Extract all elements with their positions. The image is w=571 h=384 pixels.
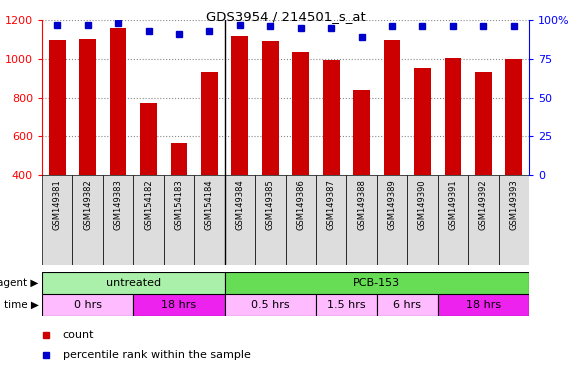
Bar [377, 175, 407, 265]
Text: 18 hrs: 18 hrs [162, 300, 196, 310]
Bar [110, 28, 126, 175]
Text: 1.5 hrs: 1.5 hrs [327, 300, 365, 310]
Text: 6 hrs: 6 hrs [393, 300, 421, 310]
Text: GDS3954 / 214501_s_at: GDS3954 / 214501_s_at [206, 10, 365, 23]
Bar [79, 40, 96, 175]
Bar [377, 294, 438, 316]
Bar [505, 59, 522, 175]
Text: GSM149392: GSM149392 [479, 179, 488, 230]
Bar [262, 41, 279, 175]
Bar [255, 175, 286, 265]
Bar [133, 294, 224, 316]
Text: time ▶: time ▶ [4, 300, 39, 310]
Bar [353, 90, 370, 175]
Bar [42, 175, 73, 265]
Text: GSM149381: GSM149381 [53, 179, 62, 230]
Bar [438, 294, 529, 316]
Text: percentile rank within the sample: percentile rank within the sample [63, 350, 251, 360]
Text: GSM149386: GSM149386 [296, 179, 305, 230]
Bar [407, 175, 438, 265]
Bar [316, 294, 377, 316]
Text: agent ▶: agent ▶ [0, 278, 39, 288]
Bar [164, 175, 194, 265]
Bar [414, 68, 431, 175]
Text: GSM149388: GSM149388 [357, 179, 366, 230]
Bar [171, 143, 187, 175]
Text: count: count [63, 330, 94, 340]
Bar [224, 272, 529, 294]
Bar [316, 175, 347, 265]
Text: GSM149387: GSM149387 [327, 179, 336, 230]
Text: 18 hrs: 18 hrs [466, 300, 501, 310]
Text: GSM154182: GSM154182 [144, 179, 153, 230]
Bar [438, 175, 468, 265]
Text: PCB-153: PCB-153 [353, 278, 400, 288]
Bar [475, 72, 492, 175]
Bar [323, 60, 340, 175]
Bar [224, 294, 316, 316]
Bar [286, 175, 316, 265]
Text: GSM149393: GSM149393 [509, 179, 518, 230]
Bar [133, 175, 164, 265]
Text: 0.5 hrs: 0.5 hrs [251, 300, 289, 310]
Text: GSM149383: GSM149383 [114, 179, 123, 230]
Bar [42, 272, 224, 294]
Text: GSM149389: GSM149389 [388, 179, 396, 230]
Text: untreated: untreated [106, 278, 161, 288]
Text: GSM149385: GSM149385 [266, 179, 275, 230]
Text: GSM149390: GSM149390 [418, 179, 427, 230]
Bar [194, 175, 224, 265]
Bar [73, 175, 103, 265]
Text: 0 hrs: 0 hrs [74, 300, 102, 310]
Bar [140, 103, 157, 175]
Text: GSM154184: GSM154184 [205, 179, 214, 230]
Bar [49, 40, 66, 175]
Bar [468, 175, 498, 265]
Text: GSM149382: GSM149382 [83, 179, 92, 230]
Bar [347, 175, 377, 265]
Text: GSM149384: GSM149384 [235, 179, 244, 230]
Bar [201, 72, 218, 175]
Bar [292, 52, 309, 175]
Bar [231, 36, 248, 175]
Bar [224, 175, 255, 265]
Bar [42, 294, 133, 316]
Bar [384, 40, 400, 175]
Bar [498, 175, 529, 265]
Bar [445, 58, 461, 175]
Bar [103, 175, 133, 265]
Text: GSM154183: GSM154183 [175, 179, 183, 230]
Text: GSM149391: GSM149391 [448, 179, 457, 230]
